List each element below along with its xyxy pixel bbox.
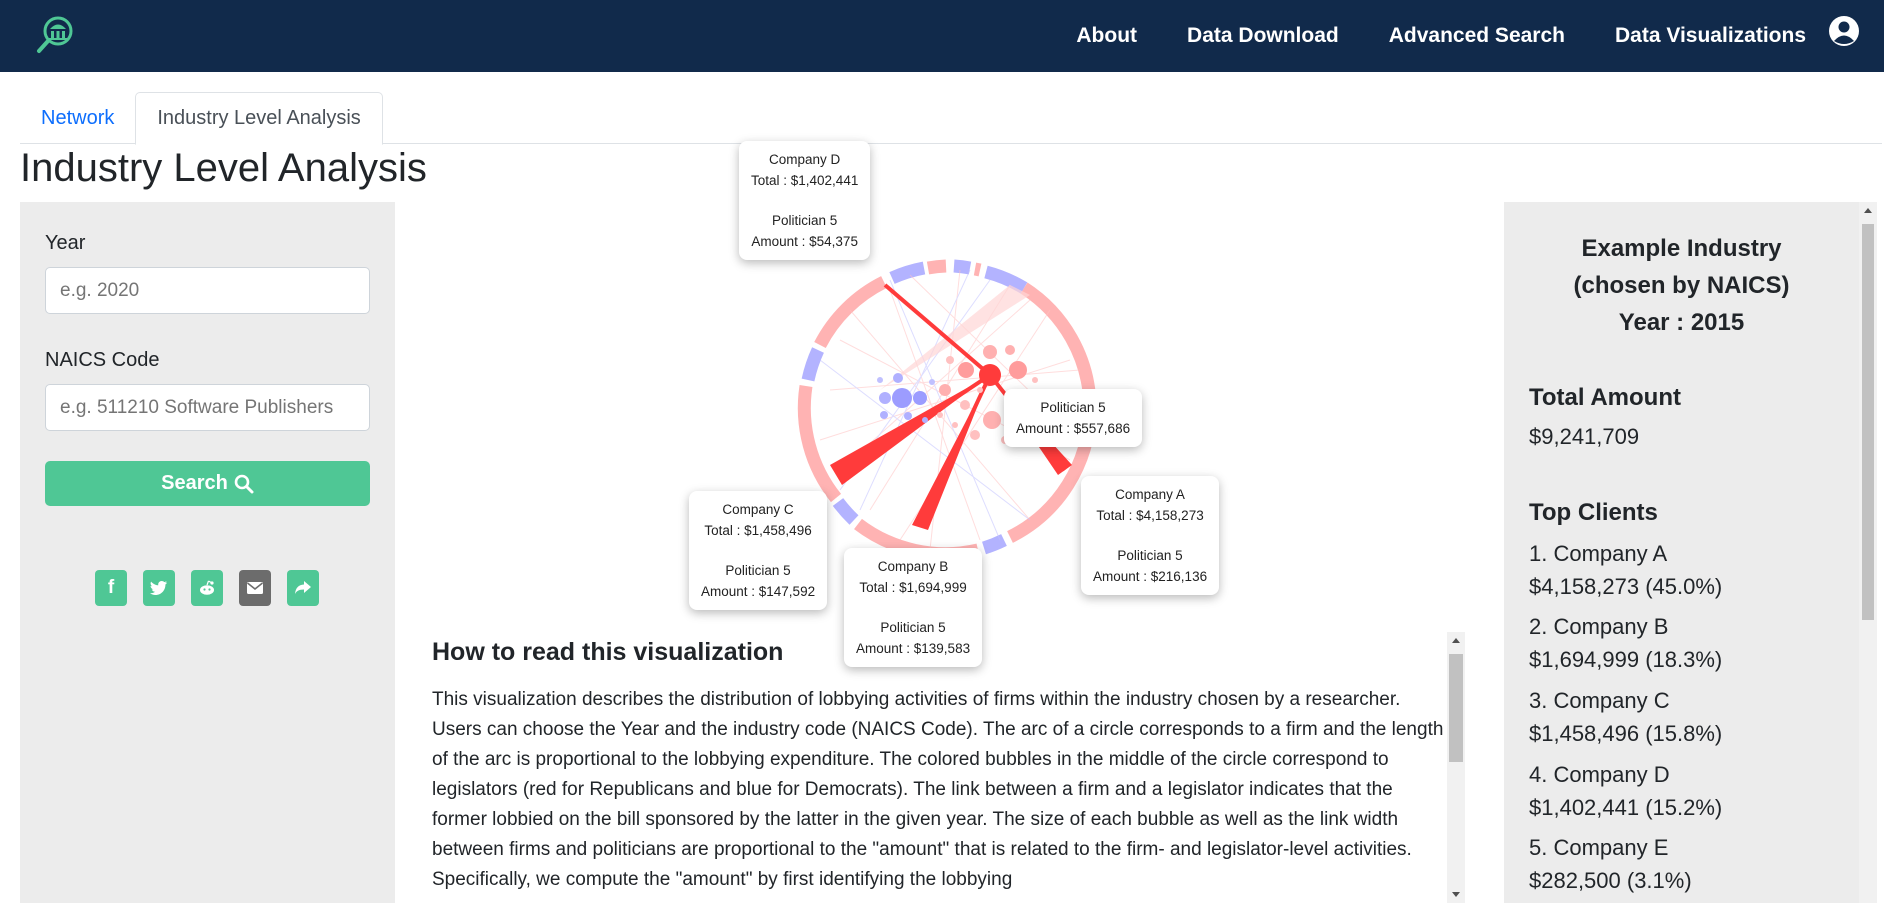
- twitter-icon: [150, 581, 167, 595]
- search-panel: Year NAICS Code Search f: [20, 202, 395, 903]
- tooltip-politician-name: Politician 5: [1117, 548, 1183, 563]
- tooltip-company-total: Total : $1,458,496: [704, 523, 812, 538]
- naics-input[interactable]: [45, 384, 370, 431]
- firm-arc[interactable]: [797, 385, 842, 503]
- tooltip-company-total: Total : $1,694,999: [859, 580, 967, 595]
- how-to-read-text: This visualization describes the distrib…: [432, 689, 1444, 890]
- user-account-icon[interactable]: [1828, 15, 1860, 47]
- tooltip-company-total: Total : $4,158,273: [1096, 508, 1204, 523]
- capitol-search-logo-icon[interactable]: [36, 14, 76, 54]
- firm-arc[interactable]: [953, 259, 972, 275]
- tooltip-company-a: Company A Total : $4,158,273 Politician …: [1081, 476, 1220, 595]
- firm-arc[interactable]: [984, 265, 1028, 294]
- tooltip-politician-name: Politician 5: [772, 213, 838, 228]
- reddit-share-button[interactable]: [191, 570, 223, 606]
- share-icon: [295, 581, 311, 594]
- top-navbar: About Data Download Advanced Search Data…: [0, 0, 1884, 72]
- industry-chord-visualization[interactable]: [780, 240, 1120, 580]
- year-label: Year: [45, 232, 86, 254]
- tooltip-company-total: Total : $1,402,441: [751, 173, 859, 188]
- search-icon: [234, 474, 254, 493]
- search-button-label: Search: [161, 472, 228, 494]
- year-input[interactable]: [45, 267, 370, 314]
- facebook-share-button[interactable]: f: [95, 570, 127, 606]
- client-value: $282,500 (3.1%): [1529, 868, 1692, 893]
- industry-year: Year : 2015: [1618, 309, 1745, 336]
- how-to-read-section: How to read this visualization This visu…: [432, 632, 1450, 903]
- scrollbar-thumb[interactable]: [1862, 224, 1874, 620]
- client-value: $1,458,496 (15.8%): [1529, 721, 1723, 746]
- firm-arc[interactable]: [973, 262, 982, 277]
- tooltip-politician-amount: Amount : $54,375: [751, 234, 858, 249]
- tab-network[interactable]: Network: [41, 106, 115, 129]
- how-to-read-scrollbar[interactable]: [1447, 632, 1465, 903]
- tooltip-politician-amount: Amount : $147,592: [701, 584, 816, 599]
- tab-bar: Network Industry Level Analysis: [20, 92, 1882, 145]
- tooltip-politician-amount: Amount : $139,583: [856, 641, 971, 656]
- tooltip-company-name: Company D: [769, 152, 841, 167]
- twitter-share-button[interactable]: [143, 570, 175, 606]
- firm-arc[interactable]: [814, 276, 887, 349]
- top-clients-label: Top Clients: [1529, 499, 1658, 526]
- email-share-button[interactable]: [239, 570, 271, 606]
- industry-summary-title: Example Industry (chosen by NAICS) Year …: [1504, 230, 1859, 341]
- tooltip-politician-name: Politician 5: [880, 620, 946, 635]
- firm-arc[interactable]: [832, 498, 859, 525]
- client-name: 2. Company B: [1529, 614, 1669, 639]
- page-title: Industry Level Analysis: [20, 146, 427, 190]
- client-name: 3. Company C: [1529, 688, 1670, 713]
- tooltip-politician-name: Politician 5: [725, 563, 791, 578]
- tab-industry-level-analysis[interactable]: Industry Level Analysis: [135, 92, 383, 145]
- nav-advanced-search[interactable]: Advanced Search: [1388, 24, 1565, 47]
- scroll-up-arrow-icon[interactable]: [1452, 638, 1460, 643]
- client-item: 2. Company B $1,694,999 (18.3%): [1529, 610, 1722, 676]
- client-item: 4. Company D $1,402,441 (15.2%): [1529, 758, 1722, 824]
- how-to-read-heading: How to read this visualization: [432, 638, 784, 666]
- industry-naics-note: (chosen by NAICS): [1573, 272, 1790, 299]
- scroll-down-arrow-icon[interactable]: [1452, 892, 1460, 897]
- firm-arc[interactable]: [926, 259, 947, 275]
- email-icon: [247, 582, 263, 594]
- nav-data-download[interactable]: Data Download: [1187, 24, 1339, 47]
- client-name: 5. Company E: [1529, 835, 1669, 860]
- share-buttons: f: [95, 570, 335, 606]
- facebook-icon: f: [107, 577, 115, 598]
- firm-arc[interactable]: [889, 261, 926, 284]
- industry-summary-panel: Example Industry (chosen by NAICS) Year …: [1504, 202, 1859, 903]
- firm-arc[interactable]: [801, 347, 824, 382]
- tooltip-company-c: Company C Total : $1,458,496 Politician …: [689, 491, 828, 610]
- share-button[interactable]: [287, 570, 319, 606]
- search-button[interactable]: Search: [45, 461, 370, 506]
- tooltip-company-name: Company A: [1115, 487, 1185, 502]
- naics-label: NAICS Code: [45, 349, 160, 371]
- total-amount-value: $9,241,709: [1529, 424, 1640, 449]
- client-value: $4,158,273 (45.0%): [1529, 574, 1723, 599]
- summary-scrollbar[interactable]: [1859, 202, 1877, 903]
- tooltip-company-name: Company B: [877, 559, 949, 574]
- scroll-up-arrow-icon[interactable]: [1864, 208, 1872, 213]
- tooltip-company-name: Company C: [722, 502, 794, 517]
- client-value: $1,402,441 (15.2%): [1529, 795, 1723, 820]
- client-item: 5. Company E $282,500 (3.1%): [1529, 831, 1692, 897]
- tooltip-politician-amount: Amount : $216,136: [1093, 569, 1208, 584]
- tooltip-politician-5: Politician 5 Amount : $557,686: [1004, 389, 1143, 447]
- tooltip-company-b: Company B Total : $1,694,999 Politician …: [844, 548, 983, 667]
- client-name: 1. Company A: [1529, 541, 1668, 566]
- tooltip-company-d: Company D Total : $1,402,441 Politician …: [739, 141, 871, 260]
- reddit-icon: [200, 580, 214, 595]
- nav-about[interactable]: About: [1076, 24, 1138, 47]
- legislator-bubbles[interactable]: [877, 345, 1038, 444]
- client-item: 1. Company A $4,158,273 (45.0%): [1529, 537, 1722, 603]
- total-amount-label: Total Amount: [1529, 384, 1681, 411]
- industry-name: Example Industry: [1581, 235, 1782, 262]
- nav-data-visualizations[interactable]: Data Visualizations: [1614, 24, 1806, 47]
- client-value: $1,694,999 (18.3%): [1529, 647, 1723, 672]
- client-item: 3. Company C $1,458,496 (15.8%): [1529, 684, 1722, 750]
- scrollbar-thumb[interactable]: [1449, 654, 1463, 762]
- client-name: 4. Company D: [1529, 762, 1670, 787]
- tooltip-politician-name: Politician 5: [1040, 400, 1106, 415]
- firm-arc[interactable]: [1020, 282, 1097, 406]
- tooltip-politician-amount: Amount : $557,686: [1016, 421, 1131, 436]
- firm-arc[interactable]: [981, 534, 1007, 555]
